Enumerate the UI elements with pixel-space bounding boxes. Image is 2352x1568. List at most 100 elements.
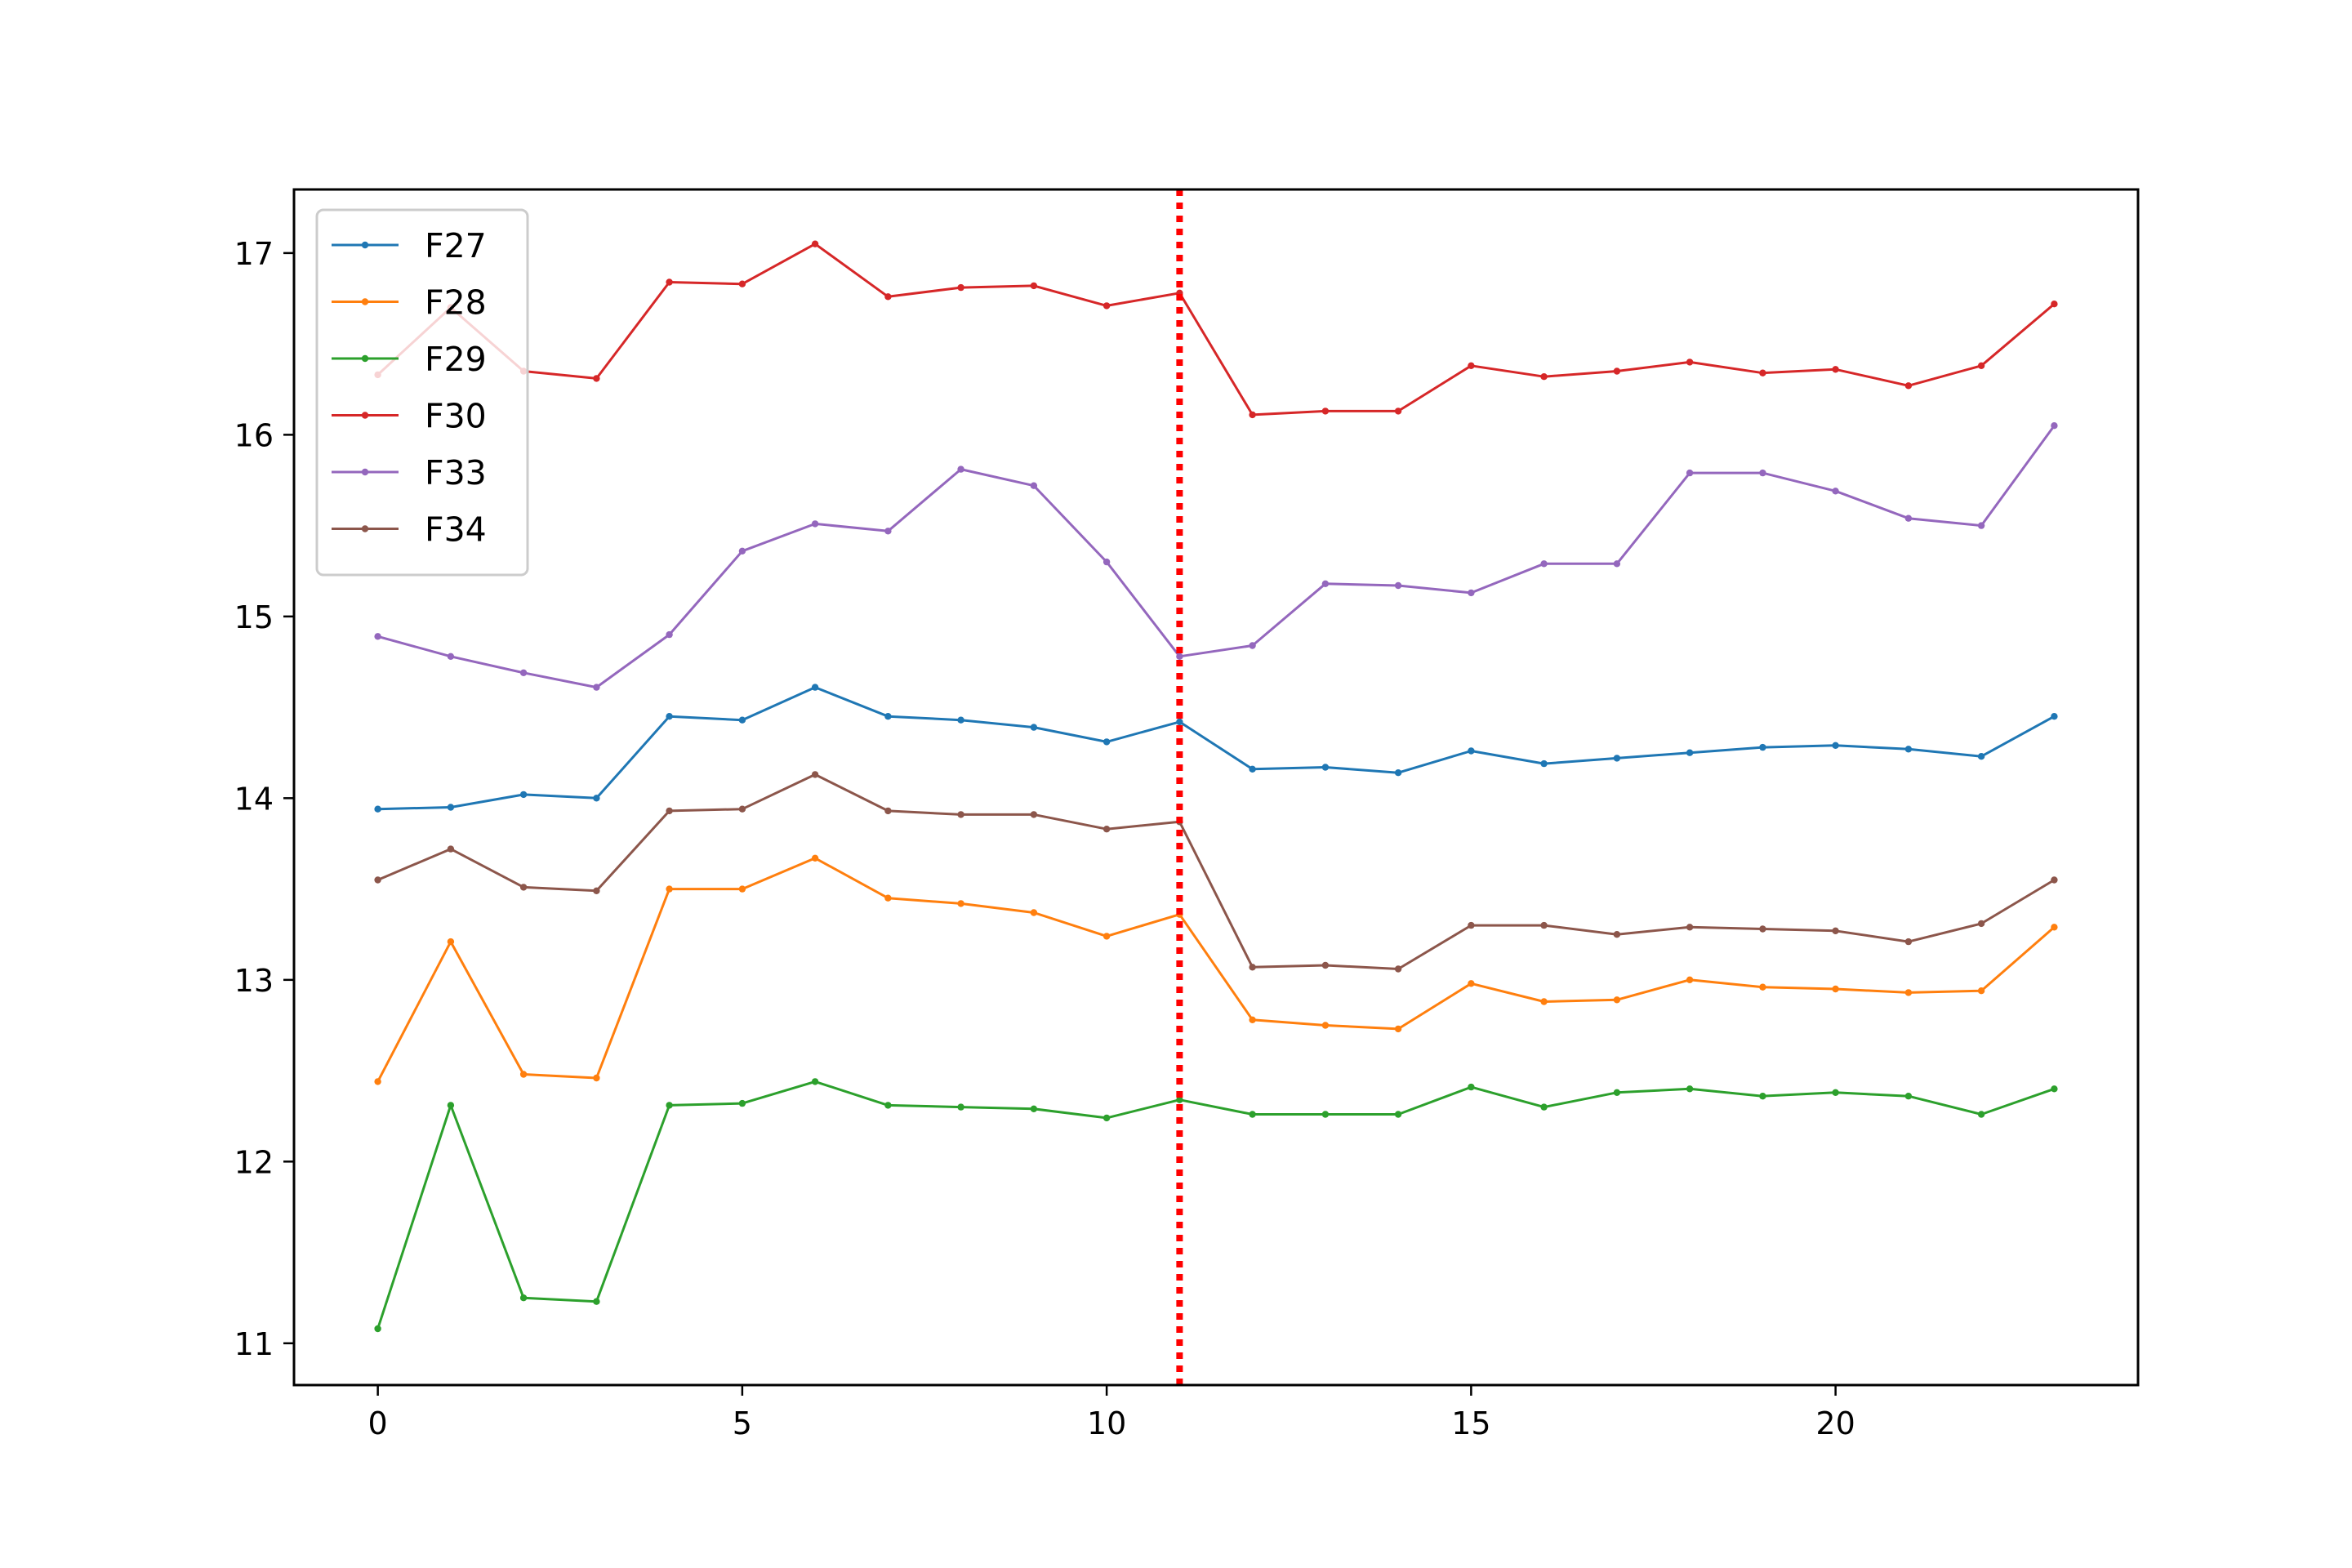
- data-point-f28: [1321, 1022, 1330, 1029]
- data-point-f27: [1102, 738, 1111, 746]
- data-point-f27: [1030, 724, 1038, 731]
- data-point-f27: [1977, 753, 1985, 760]
- data-point-f28: [1394, 1025, 1402, 1033]
- plot-frame: [292, 188, 2140, 1387]
- x-tick-label: 5: [733, 1405, 752, 1441]
- data-point-f27: [884, 713, 892, 720]
- data-point-f27: [519, 791, 528, 799]
- data-point-f30: [1540, 373, 1548, 381]
- data-point-f33: [1176, 653, 1183, 660]
- data-point-f34: [884, 807, 892, 815]
- data-point-f29: [593, 1298, 600, 1305]
- data-point-f33: [666, 630, 673, 639]
- data-point-f34: [666, 807, 673, 815]
- data-point-f29: [1321, 1111, 1330, 1118]
- data-point-f34: [1832, 927, 1839, 935]
- data-point-f33: [1904, 514, 1913, 522]
- data-point-f34: [1904, 938, 1913, 946]
- data-point-f28: [1249, 1016, 1256, 1024]
- legend-item-f30: F30: [332, 397, 487, 436]
- data-point-f34: [1030, 811, 1038, 818]
- data-point-f29: [1904, 1093, 1913, 1100]
- legend-marker-f33: [361, 468, 369, 476]
- data-point-f28: [374, 1078, 381, 1085]
- series-f29: [374, 1078, 2058, 1333]
- data-point-f30: [957, 283, 964, 292]
- data-point-f29: [1540, 1103, 1548, 1111]
- data-point-f30: [1904, 382, 1913, 390]
- data-point-f33: [1321, 580, 1330, 587]
- legend-item-f33: F33: [332, 453, 487, 492]
- data-point-f34: [1759, 925, 1766, 933]
- data-point-f27: [1613, 755, 1621, 762]
- data-point-f29: [1030, 1105, 1038, 1113]
- data-point-f34: [738, 805, 746, 813]
- x-tick-label: 10: [1087, 1405, 1126, 1441]
- data-point-f33: [1102, 558, 1111, 566]
- data-point-f29: [1468, 1083, 1475, 1091]
- series-f33: [374, 422, 2058, 691]
- data-point-f28: [957, 900, 964, 907]
- legend-marker-f30: [361, 412, 369, 419]
- legend-label-f30: F30: [425, 397, 487, 436]
- data-point-f33: [1394, 581, 1402, 590]
- legend-label-f27: F27: [425, 226, 487, 265]
- series-f27: [374, 684, 2058, 813]
- series-line-f33: [377, 425, 2056, 689]
- data-point-f33: [1540, 560, 1548, 568]
- data-point-f29: [738, 1099, 746, 1107]
- data-point-f27: [2051, 713, 2058, 720]
- series-line-f30: [376, 243, 2056, 416]
- data-point-f29: [1832, 1089, 1839, 1097]
- data-point-f28: [1613, 996, 1621, 1004]
- data-point-f33: [374, 633, 381, 640]
- series-f28: [374, 854, 2058, 1085]
- legend: F27 F28 F29 F30 F33 F34: [315, 208, 529, 577]
- data-point-f34: [811, 771, 819, 778]
- data-point-f34: [1102, 826, 1111, 833]
- legend-item-f29: F29: [332, 340, 487, 379]
- data-point-f34: [957, 811, 964, 818]
- data-point-f33: [519, 669, 528, 676]
- data-point-f29: [447, 1102, 455, 1109]
- data-point-f33: [1977, 522, 1985, 529]
- data-point-f34: [447, 845, 455, 853]
- data-point-f30: [593, 375, 600, 382]
- data-point-f28: [884, 894, 892, 902]
- legend-item-f34: F34: [332, 510, 487, 550]
- data-point-f27: [447, 804, 455, 811]
- data-point-f29: [374, 1325, 381, 1333]
- data-point-f27: [1468, 747, 1475, 755]
- series-line-f29: [376, 1080, 2055, 1330]
- data-point-f33: [593, 684, 600, 691]
- data-point-f34: [1394, 965, 1402, 973]
- legend-item-f27: F27: [332, 226, 487, 265]
- data-point-f33: [447, 653, 455, 660]
- data-point-f28: [738, 885, 746, 893]
- data-point-f30: [1394, 408, 1402, 415]
- data-point-f28: [2051, 924, 2058, 931]
- data-point-f33: [2051, 422, 2058, 430]
- data-point-f28: [519, 1071, 528, 1078]
- data-point-f34: [1321, 961, 1330, 969]
- data-point-f28: [1686, 976, 1694, 984]
- data-point-f29: [811, 1078, 819, 1085]
- series-f34: [374, 771, 2058, 973]
- data-point-f28: [1832, 985, 1839, 993]
- data-point-f34: [1468, 921, 1475, 929]
- data-point-f29: [1249, 1111, 1256, 1118]
- series-line-f34: [377, 773, 2056, 970]
- legend-marker-f34: [361, 525, 369, 532]
- data-point-f29: [1394, 1111, 1402, 1118]
- data-point-f30: [1102, 302, 1111, 310]
- data-point-f34: [1686, 924, 1694, 931]
- data-point-f27: [1832, 742, 1839, 749]
- y-tick-label: 17: [234, 236, 274, 272]
- data-point-f33: [1686, 469, 1694, 477]
- legend-label-f34: F34: [425, 510, 487, 550]
- data-point-f27: [374, 805, 381, 813]
- data-point-f34: [519, 884, 528, 891]
- data-point-f33: [811, 520, 819, 528]
- legend-label-f28: F28: [425, 283, 487, 323]
